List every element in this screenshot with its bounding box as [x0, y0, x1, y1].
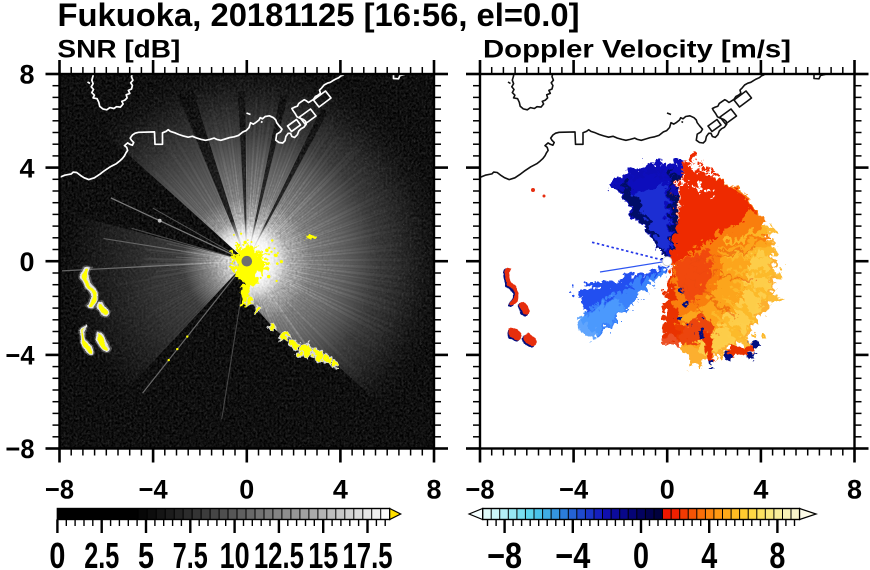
- svg-text:0: 0: [239, 475, 254, 505]
- svg-text:0: 0: [633, 535, 649, 570]
- svg-text:−4: −4: [6, 341, 35, 371]
- svg-text:−8: −8: [466, 475, 495, 505]
- svg-text:−4: −4: [559, 475, 588, 505]
- svg-text:8: 8: [427, 475, 442, 505]
- svg-text:−8: −8: [6, 434, 35, 464]
- svg-text:Fukuoka, 20181125 [16:56, el=0: Fukuoka, 20181125 [16:56, el=0.0]: [58, 0, 580, 33]
- svg-text:4: 4: [753, 475, 768, 505]
- svg-text:4: 4: [333, 475, 348, 505]
- svg-text:7.5: 7.5: [173, 535, 208, 570]
- svg-text:8: 8: [847, 475, 862, 505]
- svg-text:−8: −8: [45, 475, 74, 505]
- svg-text:4: 4: [701, 535, 717, 570]
- svg-text:−4: −4: [555, 535, 590, 570]
- svg-text:15: 15: [308, 535, 338, 570]
- svg-text:−8: −8: [487, 535, 522, 570]
- svg-text:2.5: 2.5: [84, 535, 119, 570]
- svg-text:SNR [dB]: SNR [dB]: [57, 36, 180, 64]
- svg-text:8: 8: [769, 535, 785, 570]
- svg-text:0: 0: [660, 475, 675, 505]
- svg-text:12.5: 12.5: [254, 535, 304, 570]
- svg-text:0: 0: [20, 247, 35, 277]
- svg-text:17.5: 17.5: [343, 535, 393, 570]
- svg-text:0: 0: [49, 535, 65, 570]
- svg-text:−4: −4: [139, 475, 168, 505]
- svg-text:4: 4: [20, 153, 35, 183]
- svg-text:8: 8: [20, 60, 35, 90]
- svg-text:Doppler Velocity [m/s]: Doppler Velocity [m/s]: [483, 36, 791, 64]
- svg-text:5: 5: [138, 535, 154, 570]
- svg-text:10: 10: [220, 535, 250, 570]
